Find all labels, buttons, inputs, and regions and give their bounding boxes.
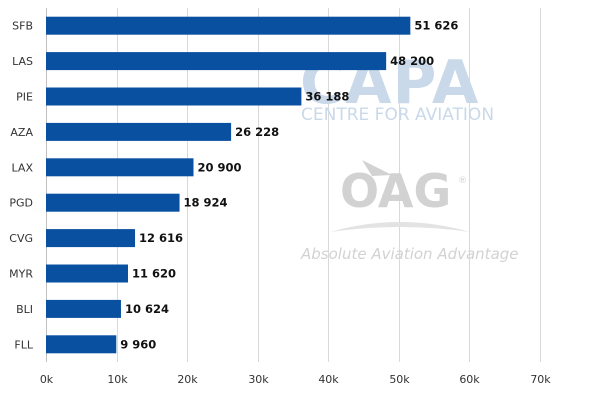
oag-plane-icon — [362, 160, 392, 176]
category-label: PIE — [16, 91, 33, 104]
oag-tagline: Absolute Aviation Advantage — [300, 245, 519, 263]
bar-fll — [46, 335, 117, 354]
category-label: PGD — [9, 197, 33, 210]
bar-aza — [46, 122, 232, 141]
value-labels: 51 626 48 200 36 188 26 228 20 900 18 924 12 6… — [120, 19, 458, 352]
category-label: SFB — [12, 20, 33, 33]
watermarks: CAPA CENTRE FOR AVIATION OAG ® Absolute … — [300, 48, 519, 263]
category-labels: SFB LAS PIE AZA LAX PGD CVG MYR BLI FLL — [9, 20, 34, 352]
bar-pgd — [46, 193, 180, 212]
x-tick-label: 70k — [530, 373, 551, 386]
value-label: 20 900 — [197, 160, 241, 174]
value-label: 51 626 — [414, 19, 458, 33]
category-label: LAS — [12, 55, 33, 68]
category-label: FLL — [14, 338, 33, 351]
value-label: 36 188 — [305, 90, 349, 104]
category-label: MYR — [9, 268, 33, 281]
value-label: 9 960 — [120, 337, 156, 351]
bar-cvg — [46, 229, 136, 248]
x-tick-label: 50k — [389, 373, 410, 386]
category-label: AZA — [10, 126, 33, 139]
bar-sfb — [46, 16, 411, 35]
value-label: 18 924 — [184, 196, 228, 210]
category-label: CVG — [9, 232, 33, 245]
value-label: 48 200 — [390, 54, 434, 68]
category-label: LAX — [12, 161, 34, 174]
value-label: 12 616 — [139, 231, 183, 245]
value-label: 26 228 — [235, 125, 279, 139]
category-label: BLI — [16, 303, 33, 316]
x-tick-label: 30k — [248, 373, 269, 386]
bars — [46, 16, 411, 354]
x-tick-label: 20k — [177, 373, 198, 386]
value-label: 10 624 — [125, 302, 169, 316]
bar-myr — [46, 264, 129, 283]
x-tick-label: 60k — [459, 373, 480, 386]
oag-logo: OAG — [340, 164, 451, 218]
x-axis-ticks: 0k 10k 20k 30k 40k 50k 60k 70k — [40, 373, 551, 386]
bar-bli — [46, 299, 121, 318]
oag-swoosh-icon — [330, 222, 470, 232]
capa-tagline: CENTRE FOR AVIATION — [301, 105, 494, 125]
registered-mark: ® — [458, 176, 467, 186]
value-label: 11 620 — [132, 267, 176, 281]
bar-las — [46, 52, 387, 71]
x-tick-label: 40k — [318, 373, 339, 386]
bar-pie — [46, 87, 302, 106]
oag-logo-mark: OAG ® — [330, 160, 470, 232]
x-tick-label: 10k — [107, 373, 128, 386]
x-tick-label: 0k — [40, 373, 54, 386]
bar-lax — [46, 158, 194, 177]
